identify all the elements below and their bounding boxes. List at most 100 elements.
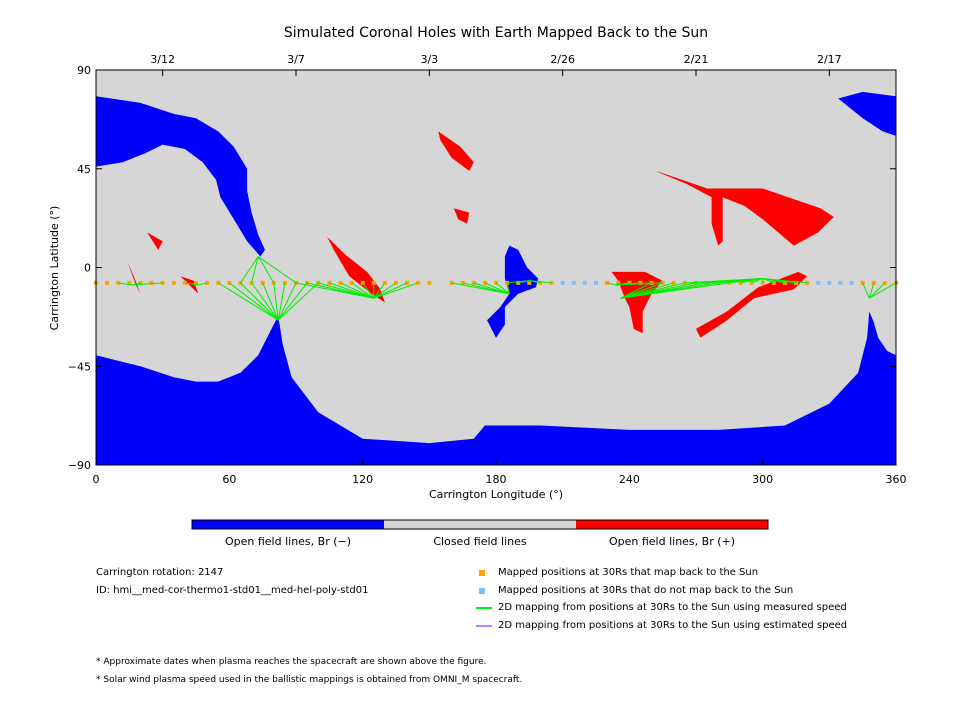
mapping-line-7-5	[615, 282, 663, 286]
colorbar: Open field lines, Br (−) Closed field lin…	[191, 519, 769, 548]
colorbar-segment-2	[576, 520, 768, 529]
mapping-line-3-8	[277, 282, 308, 321]
mapping-line-10-2	[868, 282, 886, 299]
mapping-line-3-1	[229, 282, 279, 321]
legend-line-measured	[476, 607, 492, 609]
mapping-line-4-10	[373, 282, 408, 299]
mapping-line-3-0	[217, 282, 279, 321]
mapping-line-3-9	[277, 282, 319, 321]
legend-label-map-back: Mapped positions at 30Rs that map back t…	[498, 567, 759, 578]
positive-open-field-region-2	[656, 170, 834, 246]
mapped-position-no-map-back-1	[571, 280, 576, 285]
colorbar-segment-0	[192, 520, 384, 529]
plot-area	[94, 70, 898, 465]
positive-open-field-region-7	[127, 260, 141, 294]
mapping-line-9-11	[762, 277, 808, 284]
mapping-line-2-2	[257, 256, 275, 284]
mapped-position-map-back-5	[149, 280, 154, 285]
mapped-position-map-back-1	[105, 280, 110, 285]
positive-open-field-region-1	[453, 208, 470, 224]
mapping-line-4-9	[373, 282, 397, 299]
mapping-line-1-0	[184, 282, 199, 286]
mapped-position-no-map-back-0	[560, 280, 565, 285]
colorbar-label-1: Closed field lines	[433, 535, 527, 548]
legend-swatch-no-map-back	[479, 588, 485, 594]
x-tick-label-5: 300	[752, 473, 773, 486]
mapped-position-no-map-back-6	[838, 280, 843, 285]
legend-label-no-map-back: Mapped positions at 30Rs that do not map…	[498, 585, 794, 596]
mapping-line-2-1	[251, 256, 259, 283]
mapping-line-4-2	[318, 282, 374, 299]
x-tick-label-4: 240	[619, 473, 640, 486]
mapping-line-9-6	[751, 278, 763, 284]
mapping-line-5-1	[462, 282, 510, 295]
positive-open-field-region-5	[696, 271, 808, 338]
mapping-line-4-6	[362, 282, 375, 299]
mapping-line-3-4	[262, 282, 279, 321]
negative-open-field-region-3	[838, 91, 896, 136]
x-tick-label-2: 120	[352, 473, 373, 486]
chart-title: Simulated Coronal Holes with Earth Mappe…	[284, 25, 708, 41]
y-tick-label-3: −45	[68, 360, 91, 373]
positive-open-field-region-3	[327, 236, 385, 303]
mapping-line-10-1	[868, 282, 875, 299]
footnote-plasma-speed: * Solar wind plasma speed used in the ba…	[96, 675, 523, 685]
mapping-line-8-7	[620, 282, 730, 299]
mapping-line-1-2	[198, 282, 208, 286]
mapping-line-5-4	[495, 282, 510, 295]
legend-label-measured: 2D mapping from positions at 30Rs to the…	[498, 602, 847, 613]
top-date-label-3: 2/26	[550, 53, 575, 66]
mapped-position-map-back-3	[127, 280, 132, 285]
colorbar-label-2: Open field lines, Br (+)	[609, 535, 735, 548]
colorbar-segment-1	[384, 520, 576, 529]
mapping-line-3-2	[240, 282, 279, 321]
x-axis-label: Carrington Longitude (°)	[429, 488, 563, 501]
mapping-line-3-6	[277, 282, 286, 321]
negative-open-field-region-0	[96, 96, 265, 257]
mapping-line-6-4	[529, 280, 552, 284]
mapping-line-7-0	[606, 282, 617, 286]
mapping-line-3-7	[277, 282, 297, 321]
x-tick-label-6: 360	[886, 473, 907, 486]
x-tick-label-0: 0	[93, 473, 100, 486]
mapped-position-no-map-back-3	[594, 280, 598, 285]
y-tick-label-2: 0	[84, 262, 91, 275]
legend-label-estimated: 2D mapping from positions at 30Rs to the…	[498, 620, 848, 631]
negative-open-field-region-2	[487, 245, 539, 338]
x-tick-label-1: 60	[222, 473, 236, 486]
mapping-line-0-0	[118, 282, 132, 286]
mapping-line-8-1	[620, 282, 663, 299]
negative-open-field-region-1	[96, 311, 896, 465]
mapping-line-3-5	[273, 282, 279, 321]
y-axis-label: Carrington Latitude (°)	[48, 206, 61, 331]
mapping-line-3-3	[251, 282, 279, 321]
mapping-line-8-0	[620, 282, 652, 299]
legend-swatch-map-back	[479, 570, 485, 576]
mapped-position-no-map-back-2	[582, 280, 587, 285]
mapping-line-4-8	[373, 282, 386, 299]
mapping-line-4-3	[329, 282, 374, 299]
top-date-label-1: 3/7	[287, 53, 305, 66]
colorbar-label-0: Open field lines, Br (−)	[225, 535, 351, 548]
plot-axes: 0 60 120 180 240 300 360 90 45 0 −45 −90 3/12 3/7 3/3 2…	[68, 53, 907, 486]
x-tick-label-3: 180	[486, 473, 507, 486]
top-date-label-2: 3/3	[420, 53, 438, 66]
mapped-position-no-map-back-7	[849, 280, 854, 285]
positive-open-field-region-6	[147, 232, 163, 250]
mapping-line-4-11	[373, 282, 419, 299]
mapping-line-4-4	[340, 282, 374, 299]
mapping-line-4-5	[351, 282, 375, 299]
mapped-position-map-back-7	[171, 280, 176, 285]
mapping-line-10-3	[869, 282, 897, 299]
mapping-line-2-3	[257, 256, 297, 284]
legend-line-estimated	[476, 625, 492, 627]
carrington-rotation: Carrington rotation: 2147	[96, 567, 224, 578]
footnote-dates: * Approximate dates when plasma reaches …	[96, 657, 487, 667]
top-date-label-0: 3/12	[150, 53, 175, 66]
mapped-position-map-back-30	[427, 280, 432, 285]
top-date-label-4: 2/21	[684, 53, 709, 66]
mapped-position-no-map-back-4	[816, 280, 821, 285]
positive-open-field-region-0	[438, 131, 474, 171]
mapping-line-0-2	[131, 282, 163, 286]
